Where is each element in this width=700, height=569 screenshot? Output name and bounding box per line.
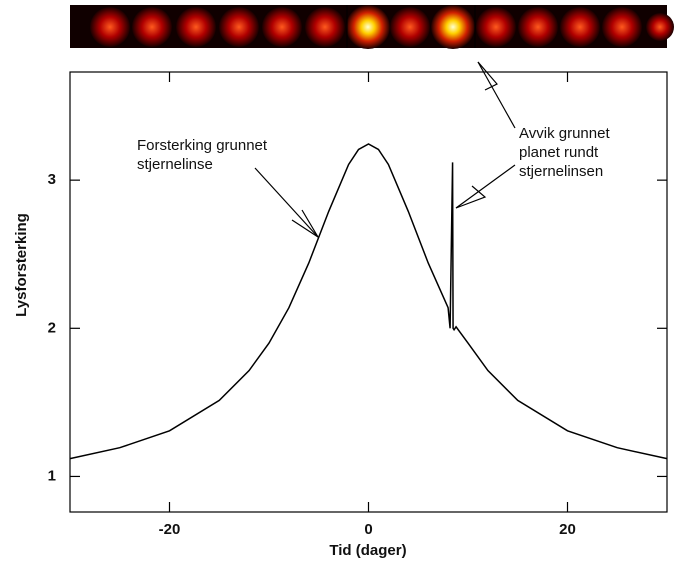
x-tick-label: 0 <box>364 521 372 538</box>
data-line <box>69 143 668 460</box>
y-tick-label: 3 <box>48 171 56 188</box>
y-tick-label: 2 <box>48 319 56 336</box>
x-axis-label: Tid (dager) <box>329 542 406 559</box>
lens-strip <box>70 5 674 49</box>
y-tick-label: 1 <box>48 467 56 484</box>
x-tick-label: 20 <box>559 521 576 538</box>
annotation-arrows <box>254 61 516 238</box>
x-tick-label: -20 <box>159 521 181 538</box>
annotation-line: Avvik grunnet <box>519 125 610 142</box>
annotation-line: planet rundt <box>519 144 599 161</box>
annotation: Forsterking grunnet stjernelinse <box>137 137 268 173</box>
annotation-line: stjernelinsen <box>519 163 603 180</box>
annotation: Avvik grunnet planet rundt stjernelinsen <box>519 125 610 180</box>
annotation-line: stjernelinse <box>137 156 213 173</box>
annotation-line: Forsterking grunnet <box>137 137 268 154</box>
y-axis-label: Lysforsterking <box>13 213 30 317</box>
